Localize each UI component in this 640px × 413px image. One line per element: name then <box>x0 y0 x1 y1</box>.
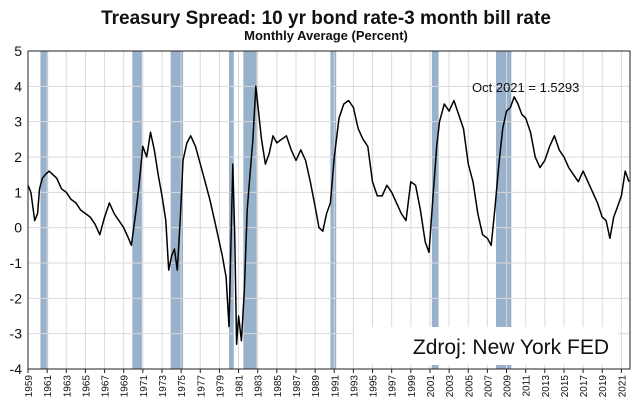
x-tick-label: 1989 <box>311 375 322 398</box>
x-tick-label: 1993 <box>349 375 360 398</box>
recession-band-8 <box>496 51 512 369</box>
series-line-1 <box>27 85 630 346</box>
y-tick-label: -1 <box>10 255 23 271</box>
x-tick-label: 2015 <box>560 375 571 398</box>
x-axis: 1959 1961 1963 1965 1967 1969 1971 1973 1975 1977… <box>24 369 628 397</box>
x-tick-label: 1985 <box>273 375 284 398</box>
x-tick-label: 1973 <box>158 375 169 398</box>
x-tick-label: 1983 <box>254 375 265 398</box>
plot-frame <box>27 50 631 370</box>
x-tick-label: 2017 <box>579 375 590 398</box>
x-tick-label: 1961 <box>43 375 54 398</box>
chart-subtitle: Monthly Average (Percent) <box>244 28 408 43</box>
x-tick-label: 1991 <box>330 375 341 398</box>
y-tick-label: 2 <box>14 149 22 165</box>
x-tick-label: 1965 <box>81 375 92 398</box>
x-tick-label: 1995 <box>369 375 380 398</box>
x-tick-label: 2021 <box>617 375 628 398</box>
x-tick-label: 1999 <box>407 375 418 398</box>
source-label: Zdroj: New York FED <box>413 336 609 359</box>
y-tick-label: 1 <box>14 184 22 200</box>
recession-band-6 <box>330 51 337 369</box>
x-tick-label: 1977 <box>196 375 207 398</box>
x-tick-label: 2007 <box>483 375 494 398</box>
x-tick-label: 1975 <box>177 375 188 398</box>
x-tick-label: 2011 <box>522 375 533 397</box>
x-tick-label: 1959 <box>24 375 35 398</box>
source-label-box <box>354 327 618 365</box>
x-tick-label: 2003 <box>445 375 456 398</box>
y-tick-label: 4 <box>14 78 22 94</box>
x-tick-label: 1987 <box>292 375 303 398</box>
chart-title: Treasury Spread: 10 yr bond rate-3 month… <box>101 8 551 29</box>
grid-layer <box>27 50 630 370</box>
x-tick-label: 1969 <box>120 375 131 398</box>
chart-annotation: Oct 2021 = 1.5293 <box>472 80 579 95</box>
x-tick-label: 1963 <box>62 375 73 398</box>
recession-band-7 <box>431 51 439 369</box>
recession-band-1 <box>40 51 49 369</box>
x-tick-label: 2013 <box>541 375 552 398</box>
x-tick-label: 1981 <box>235 375 246 398</box>
y-axis: 5 4 3 2 1 0 -1 -2 -3 -4 <box>10 43 23 377</box>
y-tick-label: -4 <box>10 361 23 377</box>
y-tick-label: -2 <box>10 290 23 306</box>
y-tick-label: -3 <box>10 326 23 342</box>
y-tick-label: 3 <box>14 114 22 130</box>
y-tick-label: 0 <box>14 220 22 236</box>
y-tick-label: 5 <box>14 43 22 59</box>
x-tick-label: 1979 <box>215 375 226 398</box>
x-tick-label: 1967 <box>101 375 112 398</box>
x-tick-label: 1971 <box>139 375 150 398</box>
x-tick-label: 2009 <box>503 375 514 398</box>
series-layer <box>27 85 630 346</box>
x-tick-label: 2019 <box>598 375 609 398</box>
recession-band-3 <box>170 51 184 369</box>
x-tick-label: 1997 <box>388 375 399 398</box>
recession-band-2 <box>132 51 142 369</box>
x-tick-label: 2001 <box>426 375 437 398</box>
recession-layer <box>40 51 512 369</box>
x-tick-label: 2005 <box>464 375 475 398</box>
